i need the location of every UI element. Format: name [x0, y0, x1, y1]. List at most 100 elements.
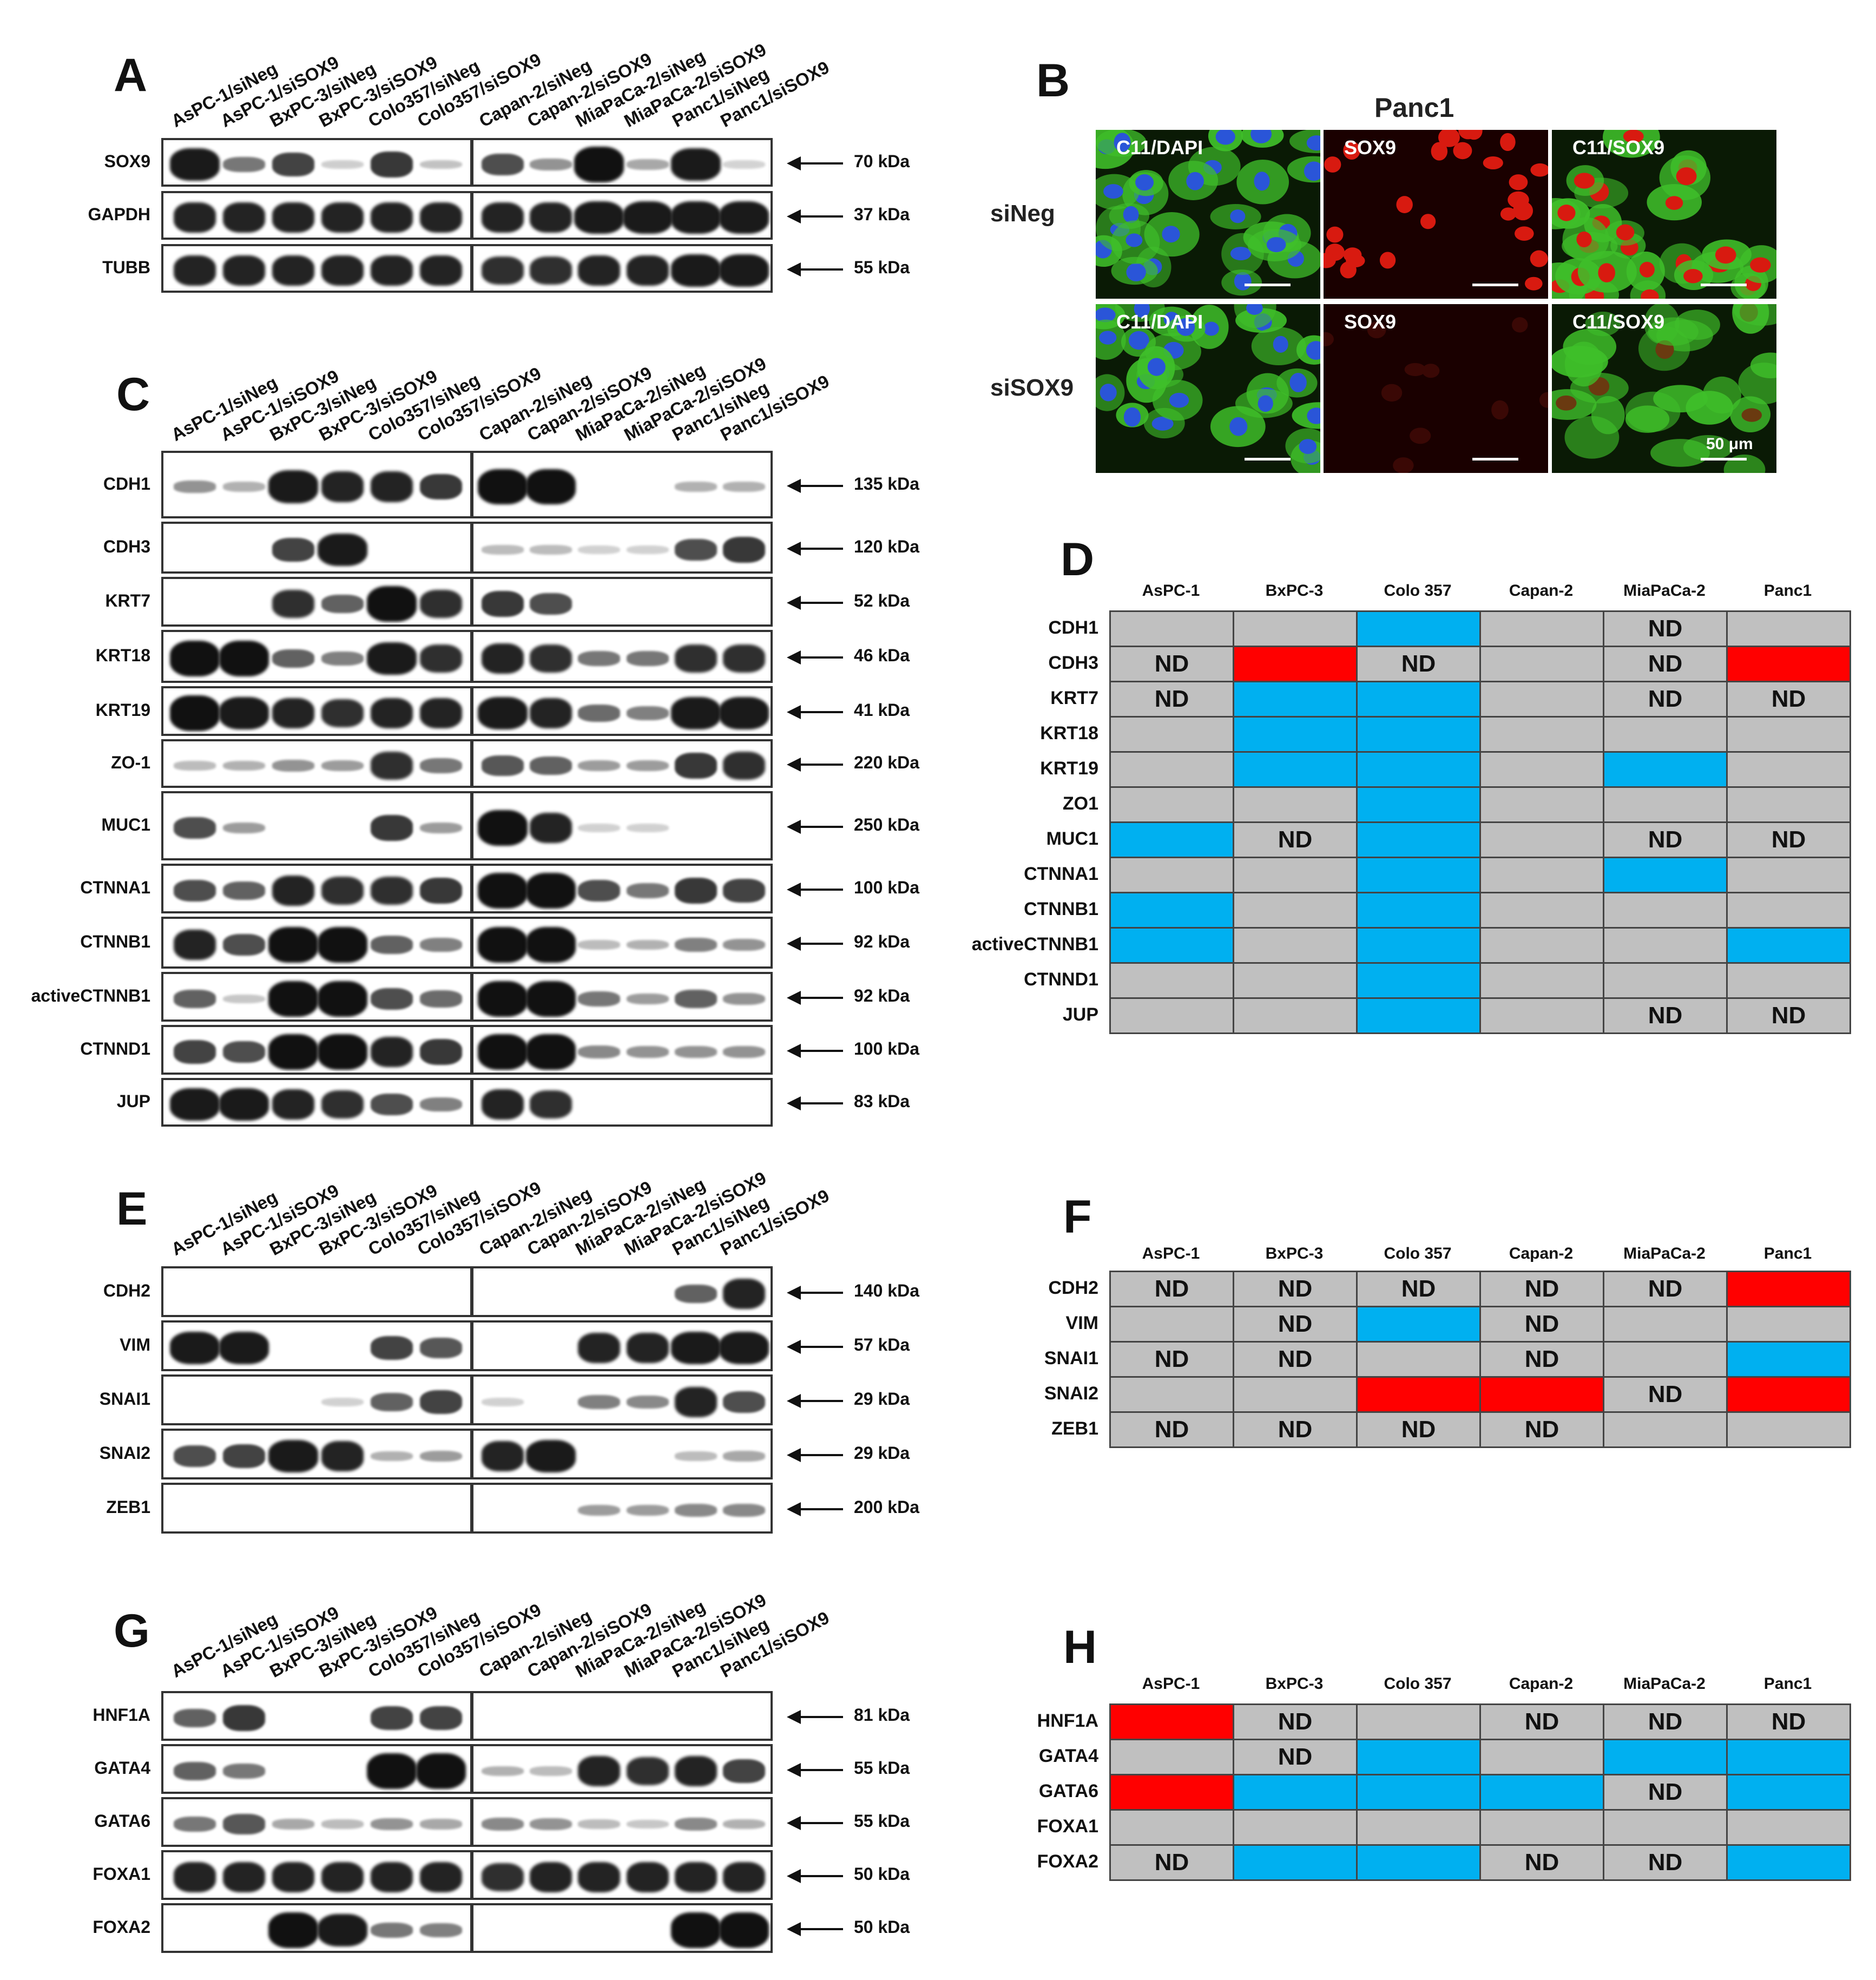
- cell-nucleus: [1176, 318, 1195, 336]
- band: [574, 147, 624, 182]
- table-cell: ND: [1479, 1844, 1604, 1881]
- protein-label: ZO-1: [111, 753, 150, 772]
- cell-nucleus: [1126, 263, 1146, 281]
- cell-nucleus: [1683, 268, 1703, 284]
- kda-label: 83 kDa: [854, 1091, 910, 1111]
- table-cell: ND: [1726, 821, 1851, 858]
- cell-nucleus: [1557, 205, 1576, 221]
- band: [477, 696, 528, 730]
- cell-nucleus: [1103, 184, 1123, 199]
- table-cell: ND: [1233, 1703, 1358, 1740]
- band: [321, 1819, 364, 1829]
- blot-foxa2: [161, 1903, 773, 1953]
- cell-nucleus: [1431, 142, 1448, 161]
- cell-nucleus: [1367, 321, 1386, 339]
- band: [719, 254, 769, 287]
- protein-label: FOXA1: [93, 1864, 150, 1884]
- table-cell: [1726, 1271, 1851, 1307]
- table-cell: [1109, 962, 1234, 999]
- band: [321, 760, 364, 772]
- band: [169, 1088, 220, 1121]
- cell-nucleus: [1340, 261, 1357, 279]
- table-cell: [1726, 927, 1851, 964]
- table-cell: ND: [1233, 821, 1358, 858]
- table-column-header: AsPC-1: [1142, 582, 1200, 600]
- blot-jup: [161, 1078, 773, 1127]
- band: [268, 1439, 318, 1473]
- arrow-icon: [787, 1816, 843, 1830]
- cell-nucleus: [1096, 307, 1116, 323]
- cell-nucleus: [1420, 214, 1436, 229]
- cell-nucleus: [1266, 237, 1286, 253]
- band: [675, 937, 717, 952]
- cell-cytoplasm: [1648, 317, 1699, 346]
- cell-nucleus: [1100, 384, 1117, 402]
- kda-label: 46 kDa: [854, 646, 910, 665]
- cell-nucleus: [1343, 141, 1360, 160]
- band: [477, 981, 528, 1017]
- cell-cytoplasm: [1564, 416, 1620, 459]
- band: [173, 1861, 216, 1893]
- table-cell: ND: [1603, 997, 1728, 1034]
- table-cell: [1233, 646, 1358, 682]
- cell-nucleus: [1324, 156, 1341, 173]
- blot-cdh2: [161, 1266, 773, 1317]
- table-cell: [1356, 681, 1481, 718]
- band: [719, 201, 769, 234]
- cell-nucleus: [1254, 172, 1270, 191]
- band: [626, 993, 669, 1005]
- band: [370, 1392, 413, 1411]
- band: [481, 1863, 524, 1891]
- micrograph-title: SOX9: [1344, 136, 1397, 159]
- band: [173, 879, 216, 902]
- blot-hnf1a: [161, 1691, 773, 1741]
- band: [477, 1034, 528, 1070]
- lane-divider: [470, 1268, 473, 1315]
- table-row-label: SNAI1: [1044, 1347, 1098, 1369]
- arrow-icon: [787, 262, 843, 277]
- table-cell: ND: [1233, 1341, 1358, 1378]
- table-cell: ND: [1356, 1411, 1481, 1448]
- table-cell: ND: [1603, 646, 1728, 682]
- table-cell: [1109, 610, 1234, 647]
- arrow-icon: [787, 650, 843, 665]
- band: [419, 1097, 462, 1112]
- arrow-icon: [787, 758, 843, 772]
- band: [530, 1861, 572, 1893]
- band: [272, 875, 314, 906]
- kda-label: 29 kDa: [854, 1389, 910, 1409]
- protein-label: SNAI1: [99, 1389, 150, 1409]
- lane-divider: [470, 524, 473, 571]
- table-column-header: Colo 357: [1384, 582, 1452, 600]
- micrograph-title: C11/SOX9: [1572, 311, 1665, 333]
- arrow-icon: [787, 156, 843, 170]
- band: [173, 481, 216, 493]
- band: [723, 1819, 766, 1830]
- band: [222, 1041, 265, 1063]
- blot-snai1: [161, 1374, 773, 1425]
- band: [723, 1503, 766, 1517]
- band: [578, 1045, 621, 1059]
- table-row-label: CTNNB1: [1024, 898, 1098, 919]
- table-row-label: GATA4: [1038, 1745, 1098, 1766]
- band: [173, 1708, 216, 1727]
- table-cell: [1356, 1809, 1481, 1846]
- cell-nucleus: [1186, 172, 1204, 190]
- band: [321, 255, 364, 286]
- band: [268, 1912, 318, 1948]
- blot-muc1: [161, 791, 773, 860]
- table-column-header: BxPC-3: [1265, 1245, 1324, 1262]
- table-cell: [1109, 1774, 1234, 1811]
- band: [370, 1336, 413, 1360]
- table-cell: [1479, 927, 1604, 964]
- band: [222, 255, 265, 286]
- cell-cytoplasm: [1234, 304, 1276, 328]
- band: [578, 650, 621, 667]
- table-cell: [1109, 1376, 1234, 1413]
- table-cell: [1726, 610, 1851, 647]
- protein-label: KRT18: [95, 646, 150, 665]
- panel-label-h: H: [1063, 1621, 1097, 1673]
- protein-label: ZEB1: [106, 1497, 150, 1517]
- arrow-icon: [787, 1922, 843, 1936]
- micrograph-image: C11/DAPI: [1096, 130, 1320, 299]
